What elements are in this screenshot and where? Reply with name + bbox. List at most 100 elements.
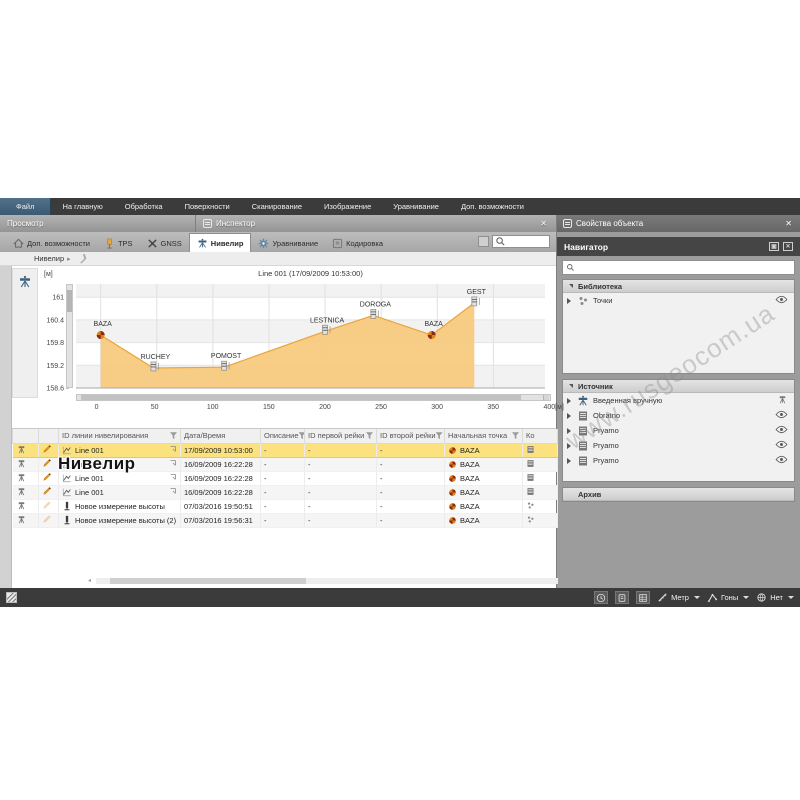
tab-5[interactable]: Кодировка [325,235,390,252]
level-icon [197,238,208,249]
close-icon[interactable]: ✕ [785,219,792,228]
close-icon[interactable]: ✕ [540,219,547,228]
visibility-toggle[interactable] [777,394,788,407]
cell [38,513,59,528]
tps-icon [104,238,115,249]
menu-item-4[interactable]: Сканирование [251,202,303,211]
source-item[interactable]: Введенная вручную [563,393,794,408]
column-header-0[interactable] [12,429,39,444]
panel-header-inspector[interactable]: Инспектор ✕ [196,215,556,232]
object-properties-header[interactable]: Свойства объекта ✕ [557,215,800,232]
filter-funnel-icon[interactable] [512,432,519,440]
start-point-label: BAZA [460,515,480,525]
column-header-8[interactable]: Ко [522,429,558,444]
panel-header-view[interactable]: Просмотр [0,215,196,232]
scroll-left-arrow-icon[interactable]: ◂ [88,578,92,584]
statusbar-dropdown-2[interactable]: Нет [756,592,794,603]
level-tool-icon[interactable] [18,275,32,289]
tab-4[interactable]: Уравнивание [251,235,325,252]
statusbar-inspector-button[interactable] [615,591,630,604]
filter-funnel-icon[interactable] [435,432,443,440]
filter-funnel-icon[interactable] [366,432,373,440]
cell [38,485,59,500]
column-header-7[interactable]: Начальная точка [444,429,523,444]
navigator-header[interactable]: Навигатор ▣ ✕ [557,237,800,256]
section-library[interactable]: Библиотека [563,280,794,293]
statusbar-dropdown-1[interactable]: Гоны [707,592,750,603]
visibility-toggle[interactable] [775,440,788,451]
expand-arrow-icon[interactable] [567,442,571,449]
tab-1[interactable]: TPS [97,235,140,252]
window-layout-icon[interactable] [478,236,489,247]
expand-arrow-icon[interactable] [567,397,571,404]
table-row[interactable]: Новое измерение высоты 07/03/2016 19:50:5… [12,499,558,514]
expand-arrow-icon[interactable] [567,412,571,419]
menu-item-file[interactable]: Файл [0,198,52,215]
table-row[interactable]: Line 001 16/09/2009 16:22:28- - - BAZA [12,457,558,472]
x-tick-label: 300 [431,404,443,411]
breadcrumb-item[interactable]: Нивелир [34,254,65,263]
statusbar-grid-button[interactable] [636,591,651,604]
navigator-searchbox[interactable] [562,260,795,275]
expand-arrow-icon[interactable] [567,297,571,304]
navigator-search-input[interactable] [578,263,794,272]
source-item[interactable]: Pryamo [563,438,794,453]
source-item[interactable]: Pryamo [563,453,794,468]
visibility-toggle[interactable] [775,410,788,421]
tab-2[interactable]: GNSS [140,235,189,252]
source-item[interactable]: Pryamo [563,423,794,438]
ruler-icon [657,592,668,603]
cell [38,499,59,514]
column-header-4[interactable]: Описание [260,429,305,444]
statusbar-clock-button[interactable] [594,591,609,604]
menu-item-3[interactable]: Поверхности [184,202,230,211]
source-item[interactable]: Obratno [563,408,794,423]
table-row[interactable]: Line 001 16/09/2009 16:22:28- - - BAZA [12,471,558,486]
chart-vertical-scrollbar[interactable] [66,284,73,388]
tree-item-label: Pryamo [593,441,619,450]
visibility-toggle[interactable] [775,425,788,436]
column-header-3[interactable]: Дата/Время [180,429,261,444]
section-source[interactable]: Источник [563,380,794,393]
column-header-6[interactable]: ID второй рейки [376,429,445,444]
visibility-toggle[interactable] [775,455,788,466]
chart-canvas[interactable]: BAZA RUCHEY POMOST LESTNICA DOROGA BAZA GEST 16… [40,266,557,392]
breadcrumb-arrow[interactable]: ▸ [67,255,71,263]
caption-overlay: Нивелир [58,454,136,473]
start-point-label: BAZA [460,445,480,455]
geoid-icon [756,592,767,603]
tab-label: Уравнивание [272,239,319,248]
cell: BAZA [444,443,523,458]
column-header-1[interactable] [38,429,59,444]
section-archive[interactable]: Архив [563,488,794,501]
column-header-label: Ко [526,431,535,441]
column-header-5[interactable]: ID первой рейки [304,429,377,444]
workspace-horizontal-scrollbar[interactable]: ◂ [88,578,558,584]
expand-arrow-icon[interactable] [567,427,571,434]
menu-item-2[interactable]: Обработка [124,202,163,211]
table-row[interactable]: Line 001 17/09/2009 10:53:00- - - BAZA [12,443,558,458]
search-input[interactable] [506,238,548,245]
navigator-close-icon[interactable]: ✕ [783,242,793,251]
status-note-icon[interactable] [6,592,17,603]
visibility-toggle[interactable] [775,295,788,306]
tab-3[interactable]: Нивелир [188,233,252,252]
menu-item-6[interactable]: Уравнивание [393,202,439,211]
expand-arrow-icon[interactable] [567,457,571,464]
navigator-pin-icon[interactable]: ▣ [769,242,779,251]
svg-text:160.4: 160.4 [46,317,64,324]
column-header-2[interactable]: ID линии нивелирования [58,429,181,444]
gear-icon [258,238,269,249]
menu-item-5[interactable]: Изображение [324,202,372,211]
tab-0[interactable]: Доп. возможности [6,235,97,252]
table-row[interactable]: Line 001 16/09/2009 16:22:28- - - BAZA [12,485,558,500]
table-row[interactable]: Новое измерение высоты (2) 07/03/2016 19:… [12,513,558,528]
menu-item-1[interactable]: На главную [62,202,103,211]
cell [38,443,59,458]
library-item[interactable]: Точки [563,293,794,308]
menu-item-7[interactable]: Доп. возможности [460,202,524,211]
filter-funnel-icon[interactable] [170,432,177,440]
statusbar-dropdown-0[interactable]: Метр [657,592,700,603]
tab-searchbox[interactable] [492,235,550,248]
chart-horizontal-scrollbar[interactable] [76,394,551,401]
